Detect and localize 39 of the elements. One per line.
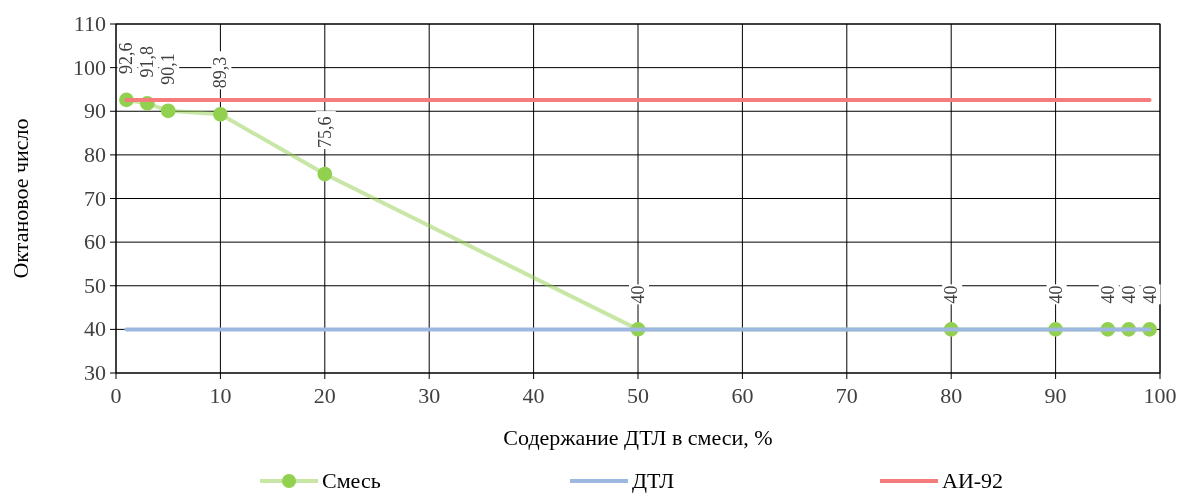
legend-label: АИ-92: [942, 468, 1004, 493]
data-label: 40: [1118, 285, 1139, 304]
x-tick-label: 40: [522, 383, 545, 408]
data-label: 40: [1045, 285, 1066, 304]
x-tick-label: 70: [835, 383, 858, 408]
data-label: 89,3: [210, 56, 231, 89]
y-tick-label: 70: [84, 185, 106, 211]
y-tick-label: 50: [84, 272, 106, 298]
data-label: 40: [1139, 285, 1160, 304]
data-label: 75,6: [314, 116, 335, 149]
point: [317, 166, 333, 182]
y-tick-label: 30: [84, 360, 106, 385]
x-tick-label: 90: [1044, 383, 1067, 408]
y-tick-label: 110: [73, 11, 106, 36]
y-tick-label: 40: [84, 316, 106, 342]
x-tick-label: 100: [1143, 383, 1177, 408]
data-label: 90,1: [158, 53, 179, 85]
legend-label: ДТЛ: [632, 468, 675, 493]
x-tick-label: 10: [209, 383, 232, 408]
x-tick-label: 20: [313, 383, 336, 408]
y-tick-label: 90: [84, 98, 106, 124]
x-tick-label: 30: [418, 383, 441, 408]
point: [160, 103, 176, 119]
x-tick-label: 80: [940, 383, 963, 408]
data-label: 40: [628, 285, 648, 304]
data-label: 91,8: [137, 45, 158, 78]
x-tick-label: 60: [731, 383, 754, 408]
y-axis-title: Октановое число: [8, 118, 33, 279]
data-label: 40: [1097, 285, 1118, 304]
x-tick-label: 50: [627, 383, 649, 408]
y-tick-label: 100: [73, 54, 106, 80]
x-axis-title: Содержание ДТЛ в смеси, %: [503, 425, 773, 450]
y-tick-label: 80: [84, 141, 106, 167]
data-label: 40: [941, 285, 962, 304]
data-label: 92,6: [116, 42, 137, 74]
x-tick-label: 0: [110, 383, 122, 408]
legend-label: Смесь: [322, 468, 381, 493]
y-tick-label: 60: [84, 229, 106, 255]
point: [213, 106, 228, 122]
